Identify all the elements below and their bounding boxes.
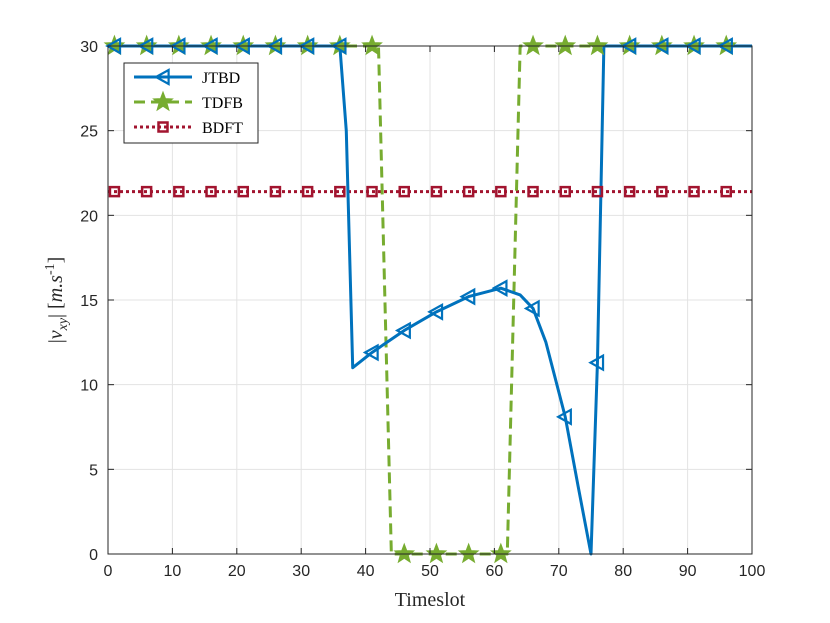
- jtbd-marker: [427, 302, 444, 321]
- jtbd-marker: [394, 321, 411, 340]
- bdft-marker: [157, 121, 169, 133]
- legend-label: JTBD: [202, 70, 240, 87]
- axis-ticks: 0 10 20 30 40 50 60 70 80 90 100 0 5 10 15 20 25 30: [80, 39, 765, 580]
- legend-label: BDFT: [202, 120, 243, 137]
- y-tick-label: 10: [80, 378, 98, 395]
- y-tick-label: 25: [80, 124, 98, 141]
- y-tick-label: 30: [80, 39, 98, 56]
- x-tick-label: 80: [614, 563, 632, 580]
- bdft-marker: [334, 185, 346, 198]
- jtbd-marker: [459, 287, 476, 306]
- tdfb-marker: [554, 34, 577, 56]
- jtbd-marker: [153, 68, 170, 86]
- bdft-marker: [108, 185, 121, 198]
- x-tick-label: 50: [421, 563, 439, 580]
- tdfb-marker: [489, 542, 512, 564]
- legend: JTBD TDFB BDFT: [123, 62, 259, 144]
- tdfb-marker: [457, 542, 480, 564]
- y-axis-label: |vxy| [m.s-1]: [43, 257, 71, 344]
- legend-swatch-marker: [153, 68, 170, 86]
- bdft-marker: [140, 185, 153, 198]
- series-markers: [103, 34, 738, 564]
- jtbd-marker: [362, 343, 379, 362]
- bdft-marker: [559, 185, 571, 198]
- tdfb-marker: [522, 34, 544, 56]
- y-tick-label: 5: [89, 462, 98, 479]
- y-tick-label: 15: [80, 293, 98, 310]
- bdft-marker: [462, 185, 475, 198]
- bdft-marker: [656, 185, 668, 198]
- x-tick-label: 60: [486, 563, 504, 580]
- jtbd-marker: [523, 299, 540, 318]
- bdft-marker: [527, 185, 539, 198]
- x-tick-label: 0: [104, 563, 113, 580]
- x-tick-label: 10: [164, 563, 182, 580]
- tdfb-marker: [361, 34, 383, 56]
- x-tick-label: 100: [739, 563, 766, 580]
- bdft-marker: [205, 185, 217, 198]
- jtbd-marker: [491, 279, 508, 298]
- tdfb-marker: [152, 90, 174, 112]
- bdft-marker: [688, 185, 700, 198]
- x-tick-label: 90: [679, 563, 697, 580]
- y-tick-label: 0: [89, 547, 98, 564]
- bdft-markers: [108, 185, 732, 198]
- tdfb-marker: [586, 34, 609, 56]
- bdft-marker: [430, 185, 443, 198]
- legend-swatch-marker: [157, 121, 169, 133]
- jtbd-line: [108, 44, 752, 556]
- bdft-marker: [366, 185, 378, 198]
- bdft-marker: [720, 185, 732, 198]
- bdft-marker: [591, 185, 604, 198]
- tdfb-marker: [425, 542, 448, 564]
- x-tick-label: 30: [292, 563, 310, 580]
- x-tick-label: 40: [357, 563, 375, 580]
- legend-label: TDFB: [202, 95, 243, 112]
- bdft-marker: [495, 185, 507, 198]
- bdft-marker: [398, 185, 410, 198]
- x-axis-label: Timeslot: [395, 589, 466, 611]
- x-tick-label: 70: [550, 563, 568, 580]
- legend-swatch-marker: [152, 90, 174, 112]
- y-tick-label: 20: [80, 208, 98, 225]
- bdft-marker: [173, 185, 185, 198]
- tdfb-marker: [393, 542, 416, 564]
- x-tick-label: 20: [228, 563, 246, 580]
- jtbd-marker: [555, 407, 572, 426]
- bdft-marker: [301, 185, 314, 198]
- bdft-marker: [269, 185, 282, 198]
- bdft-marker: [623, 185, 636, 198]
- bdft-marker: [237, 185, 249, 198]
- jtbd-marker: [588, 353, 605, 372]
